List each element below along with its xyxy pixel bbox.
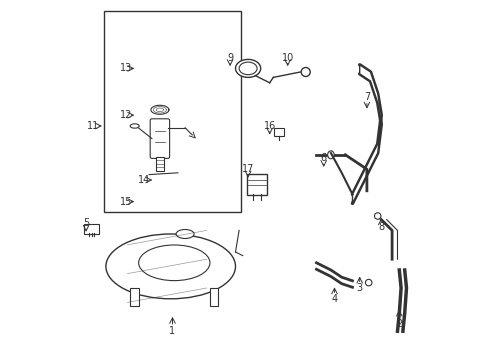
- Text: 7: 7: [363, 92, 369, 102]
- Text: 6: 6: [320, 153, 326, 163]
- FancyBboxPatch shape: [84, 224, 99, 234]
- Text: 14: 14: [137, 175, 149, 185]
- FancyBboxPatch shape: [247, 174, 266, 195]
- Ellipse shape: [374, 213, 380, 219]
- Text: 16: 16: [263, 121, 275, 131]
- Text: 4: 4: [331, 294, 337, 304]
- Ellipse shape: [176, 230, 194, 239]
- Ellipse shape: [106, 234, 235, 299]
- Text: 1: 1: [169, 326, 175, 336]
- Ellipse shape: [327, 151, 333, 159]
- Ellipse shape: [139, 245, 209, 281]
- Text: 13: 13: [120, 63, 132, 73]
- FancyBboxPatch shape: [150, 119, 169, 158]
- Text: 15: 15: [119, 197, 132, 207]
- FancyBboxPatch shape: [273, 128, 283, 136]
- Ellipse shape: [130, 124, 139, 128]
- Ellipse shape: [365, 279, 371, 286]
- FancyBboxPatch shape: [155, 157, 164, 171]
- Ellipse shape: [239, 62, 257, 75]
- Text: 5: 5: [83, 218, 89, 228]
- Text: 3: 3: [356, 283, 362, 293]
- Text: 8: 8: [377, 222, 384, 232]
- Text: 10: 10: [281, 53, 293, 63]
- Text: 12: 12: [119, 110, 132, 120]
- FancyBboxPatch shape: [130, 288, 139, 306]
- Text: 11: 11: [87, 121, 99, 131]
- Polygon shape: [352, 65, 381, 203]
- Text: 17: 17: [242, 164, 254, 174]
- FancyBboxPatch shape: [104, 11, 241, 212]
- Ellipse shape: [301, 68, 309, 77]
- FancyBboxPatch shape: [209, 288, 218, 306]
- Text: 2: 2: [395, 319, 402, 329]
- Text: 9: 9: [226, 53, 233, 63]
- Ellipse shape: [235, 59, 260, 77]
